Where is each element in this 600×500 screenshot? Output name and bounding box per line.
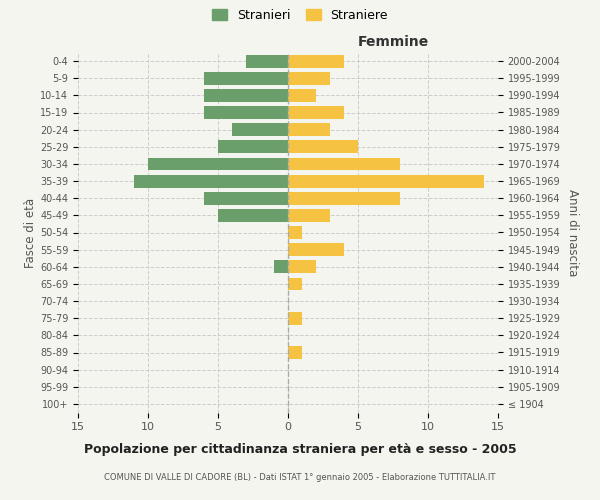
Bar (148, 158, 288, 170)
Bar (204, 106, 288, 119)
Bar (204, 72, 288, 85)
Bar (288, 140, 358, 153)
Bar (246, 54, 288, 68)
Legend: Stranieri, Straniere: Stranieri, Straniere (209, 6, 391, 24)
Bar (288, 346, 302, 359)
Bar (204, 192, 288, 204)
Bar (288, 312, 302, 324)
Bar (288, 209, 330, 222)
Bar (288, 106, 344, 119)
Bar (288, 158, 400, 170)
Bar (288, 123, 330, 136)
Text: COMUNE DI VALLE DI CADORE (BL) - Dati ISTAT 1° gennaio 2005 - Elaborazione TUTTI: COMUNE DI VALLE DI CADORE (BL) - Dati IS… (104, 472, 496, 482)
Bar (288, 278, 302, 290)
Text: Popolazione per cittadinanza straniera per età e sesso - 2005: Popolazione per cittadinanza straniera p… (83, 442, 517, 456)
Bar (134, 174, 288, 188)
Bar (274, 260, 288, 273)
Bar (288, 243, 344, 256)
Bar (288, 226, 302, 239)
Bar (288, 54, 344, 68)
Bar (288, 174, 484, 188)
Bar (204, 89, 288, 102)
Bar (288, 89, 316, 102)
Bar (232, 123, 288, 136)
Bar (218, 209, 288, 222)
Y-axis label: Fasce di età: Fasce di età (24, 198, 37, 268)
Bar (218, 140, 288, 153)
Bar (288, 192, 400, 204)
Text: Femmine: Femmine (358, 35, 428, 49)
Bar (288, 72, 330, 85)
Bar (288, 260, 316, 273)
Y-axis label: Anni di nascita: Anni di nascita (566, 189, 579, 276)
